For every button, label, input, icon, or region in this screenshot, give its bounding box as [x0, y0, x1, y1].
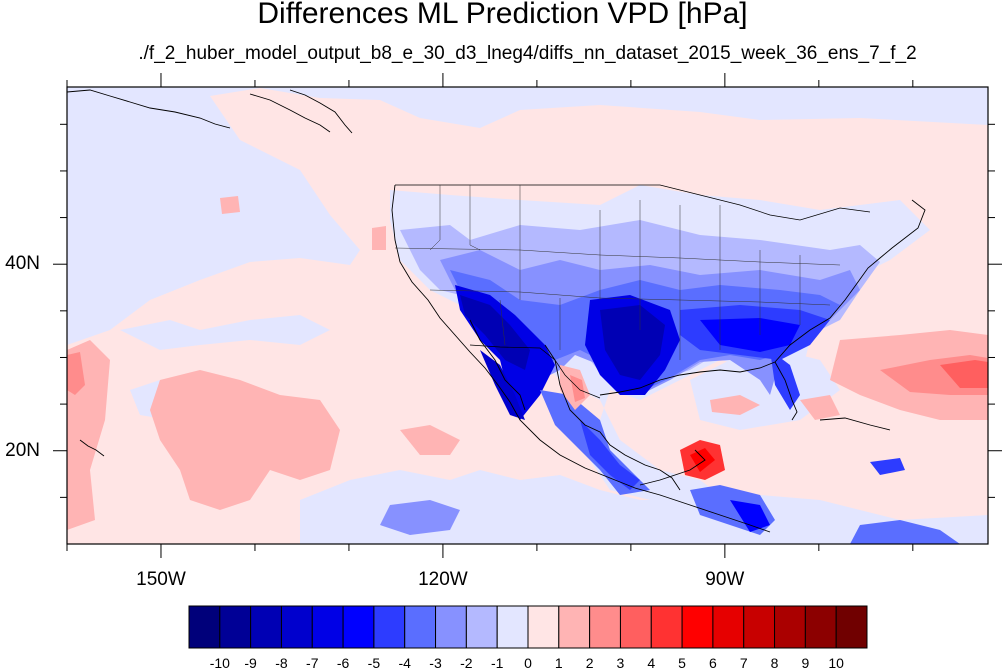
colorbar-label: 2: [585, 655, 594, 671]
colorbar-label: -2: [460, 655, 473, 671]
colorbar-label: -1: [490, 655, 504, 671]
colorbar-swatch: [435, 605, 467, 649]
country-borders: [395, 184, 871, 399]
colorbar-label: 6: [709, 655, 717, 671]
colorbar-label: 4: [647, 655, 656, 671]
colorbar-swatch: [804, 605, 837, 649]
colorbar-label: -10: [209, 655, 230, 671]
colorbar-swatch: [404, 605, 437, 649]
colorbar-label: 0: [524, 655, 532, 671]
colorbar-swatch: [774, 605, 806, 649]
field-light-blue: [67, 87, 988, 345]
colorbar-label: -6: [336, 655, 350, 671]
colorbar-swatch: [835, 605, 868, 649]
vpd-difference-map: [53, 73, 1002, 558]
colorbar-label: -4: [398, 655, 411, 671]
colorbar-swatch: [311, 605, 344, 649]
map-subtitle: ./f_2_huber_model_output_b8_e_30_d3_lneg…: [138, 43, 917, 64]
us-state-borders: [394, 185, 841, 360]
colorbar-label: 9: [801, 655, 810, 671]
colorbar-label: 5: [678, 655, 686, 671]
colorbar-swatch: [558, 605, 591, 649]
colorbar-swatch: [743, 605, 776, 649]
colorbar-swatch: [650, 605, 683, 649]
colorbar-swatch: [280, 605, 313, 649]
lat-tick-label: 40N: [5, 253, 40, 275]
colorbar-swatch: [681, 605, 714, 649]
colorbar-label: -7: [306, 655, 319, 671]
lon-tick-label: 150W: [136, 569, 186, 590]
lon-tick-label: 90W: [705, 569, 745, 590]
colorbar-label: -5: [367, 655, 381, 671]
lon-tick-label: 120W: [418, 569, 468, 590]
colorbar: [188, 605, 868, 649]
colorbar-swatch: [219, 605, 252, 649]
colorbar-label: -9: [244, 655, 257, 671]
coastlines: [67, 89, 926, 533]
colorbar-swatch: [527, 605, 560, 649]
map-title: Differences ML Prediction VPD [hPa]: [257, 0, 748, 30]
colorbar-label: 3: [616, 655, 625, 671]
colorbar-label: 1: [554, 655, 563, 671]
colorbar-swatch: [342, 605, 375, 649]
colorbar-swatch: [496, 605, 529, 649]
colorbar-label: 8: [770, 655, 779, 671]
colorbar-swatch: [373, 605, 406, 649]
colorbar-swatch: [465, 605, 498, 649]
colorbar-swatch: [712, 605, 745, 649]
colorbar-swatch: [589, 605, 621, 649]
colorbar-swatch: [188, 605, 221, 649]
colorbar-swatch: [619, 605, 652, 649]
colorbar-label: 10: [828, 655, 844, 671]
colorbar-label: -3: [429, 655, 442, 671]
lat-tick-label: 20N: [5, 439, 40, 461]
colorbar-swatch: [250, 605, 282, 649]
map-frame: [66, 86, 989, 545]
colorbar-label: -8: [275, 655, 288, 671]
colorbar-label: 7: [739, 655, 748, 671]
